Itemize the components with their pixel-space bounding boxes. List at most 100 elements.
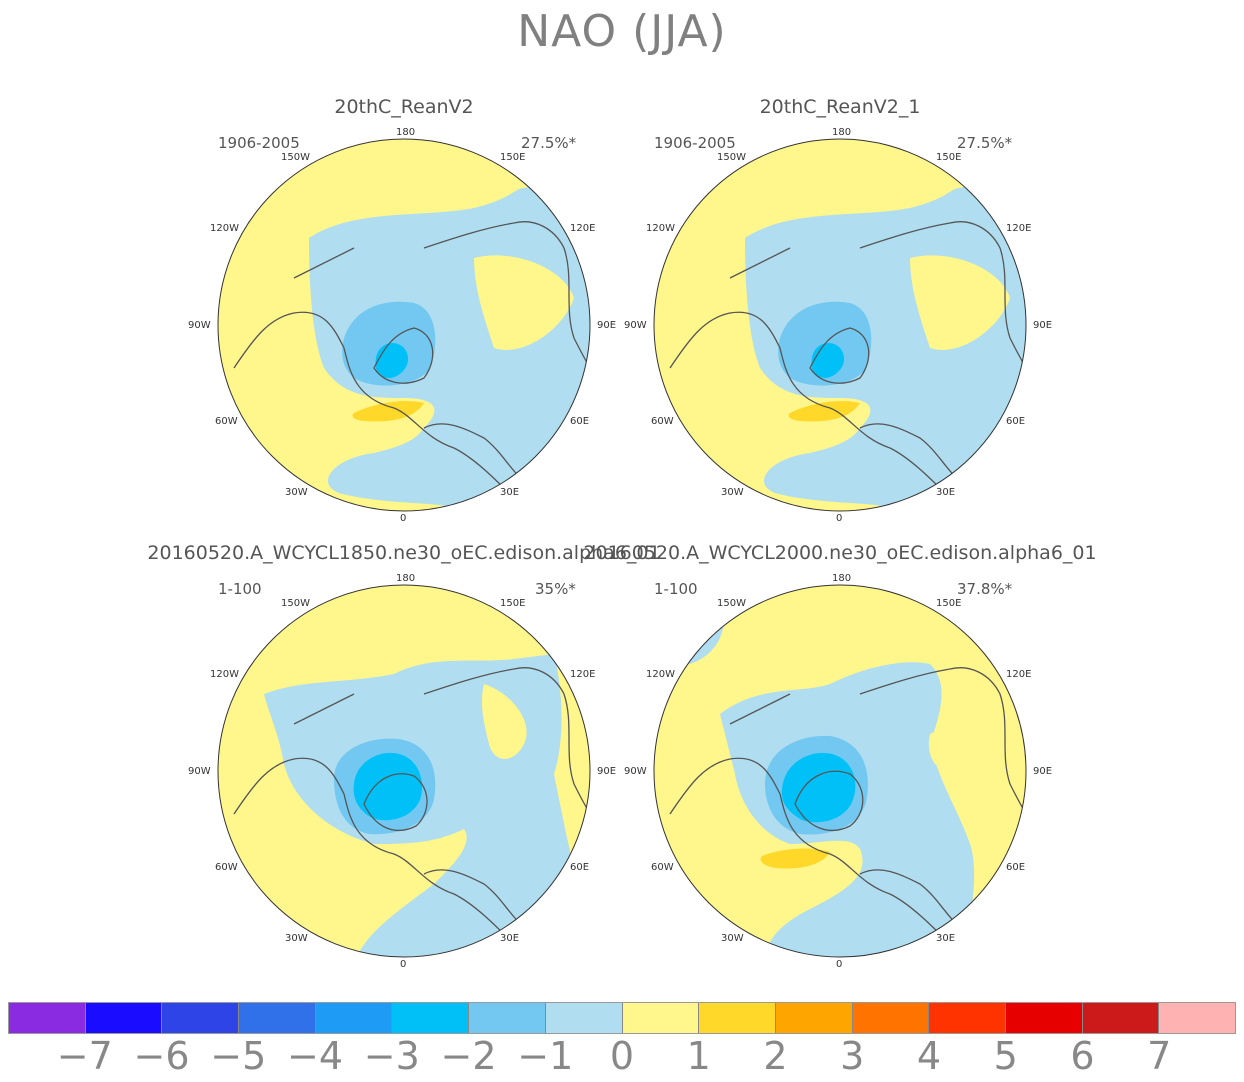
lon-label-60e: 60E xyxy=(1006,416,1026,427)
main-title: NAO (JJA) xyxy=(517,6,727,57)
lon-label-180: 180 xyxy=(396,127,416,138)
lon-label-150w: 150W xyxy=(717,152,746,163)
lon-label-180: 180 xyxy=(832,573,852,584)
panel-title: 20160520.A_WCYCL2000.ne30_oEC.edison.alp… xyxy=(583,542,1097,564)
lon-label-90w: 90W xyxy=(188,320,211,331)
panel-title: 20thC_ReanV2_1 xyxy=(759,96,921,118)
lon-label-0: 0 xyxy=(836,959,843,970)
lon-label-90e: 90E xyxy=(1033,320,1053,331)
lon-label-0: 0 xyxy=(400,959,407,970)
colorbar-swatch xyxy=(1005,1003,1083,1033)
polar-map xyxy=(653,584,1027,958)
colorbar-swatch xyxy=(622,1003,700,1033)
variance-percent: 37.8%* xyxy=(957,580,1013,598)
lon-label-30e: 30E xyxy=(500,933,520,944)
colorbar-label: −4 xyxy=(286,1034,344,1078)
lon-label-30w: 30W xyxy=(721,933,744,944)
colorbar-swatch xyxy=(239,1003,316,1033)
lon-label-30w: 30W xyxy=(285,933,308,944)
lon-label-60w: 60W xyxy=(215,862,238,873)
period-label: 1906-2005 xyxy=(218,134,300,152)
colorbar-swatch xyxy=(775,1003,853,1033)
panel-title: 20thC_ReanV2 xyxy=(334,96,474,118)
lon-label-60w: 60W xyxy=(215,416,238,427)
lon-label-120w: 120W xyxy=(210,223,239,234)
colorbar-swatch xyxy=(469,1003,546,1033)
polar-map xyxy=(217,584,591,958)
map-panel-1: 20thC_ReanV2 1906-2005 27.5%* 180 0 150W… xyxy=(94,96,714,538)
lon-label-120e: 120E xyxy=(570,669,596,680)
lon-label-120e: 120E xyxy=(570,223,596,234)
period-label: 1-100 xyxy=(654,580,698,598)
colorbar-swatch xyxy=(162,1003,240,1033)
contour-pos1 xyxy=(760,848,830,869)
lon-label-90w: 90W xyxy=(624,766,647,777)
colorbar-swatch xyxy=(315,1003,393,1033)
lon-label-30w: 30W xyxy=(285,487,308,498)
lon-label-90e: 90E xyxy=(1033,766,1053,777)
colorbar-swatch xyxy=(929,1003,1006,1033)
colorbar-swatch xyxy=(1082,1003,1160,1033)
variance-percent: 27.5%* xyxy=(957,134,1013,152)
lon-label-120w: 120W xyxy=(646,223,675,234)
colorbar-swatch xyxy=(392,1003,470,1033)
lon-label-120e: 120E xyxy=(1006,223,1032,234)
lon-label-150w: 150W xyxy=(281,152,310,163)
map-panel-3: 20160520.A_WCYCL1850.ne30_oEC.edison.alp… xyxy=(94,542,714,984)
colorbar-swatch xyxy=(1159,1003,1235,1033)
lon-label-30e: 30E xyxy=(936,933,956,944)
polar-map xyxy=(653,138,1027,512)
lon-label-120e: 120E xyxy=(1006,669,1032,680)
colorbar-label: 7 xyxy=(1147,1034,1172,1078)
variance-percent: 27.5%* xyxy=(521,134,577,152)
lon-label-150e: 150E xyxy=(936,152,962,163)
contour-pos1 xyxy=(788,401,860,422)
lon-label-180: 180 xyxy=(832,127,852,138)
lon-label-60e: 60E xyxy=(570,862,590,873)
colorbar-label: 3 xyxy=(840,1034,865,1078)
lon-label-90e: 90E xyxy=(597,320,617,331)
map-panel-4: 20160520.A_WCYCL2000.ne30_oEC.edison.alp… xyxy=(530,542,1150,984)
colorbar-label: −5 xyxy=(210,1034,267,1078)
colorbar-label: −7 xyxy=(56,1034,113,1078)
panel-title: 20160520.A_WCYCL1850.ne30_oEC.edison.alp… xyxy=(147,542,661,564)
lon-label-120w: 120W xyxy=(646,669,675,680)
lon-label-60w: 60W xyxy=(651,416,674,427)
colorbar-swatch xyxy=(9,1003,86,1033)
lon-label-90w: 90W xyxy=(624,320,647,331)
lon-label-0: 0 xyxy=(836,513,843,524)
lon-label-60e: 60E xyxy=(570,416,590,427)
colorbar-label: −2 xyxy=(440,1034,497,1078)
colorbar-label: 1 xyxy=(686,1034,711,1078)
variance-percent: 35%* xyxy=(535,580,576,598)
colorbar-label: 5 xyxy=(993,1034,1018,1078)
lon-label-30e: 30E xyxy=(500,487,520,498)
contour-pos1 xyxy=(352,401,424,422)
colorbar-label: −6 xyxy=(133,1034,190,1078)
lon-label-90e: 90E xyxy=(597,766,617,777)
colorbar xyxy=(8,1002,1236,1034)
lon-label-30w: 30W xyxy=(721,487,744,498)
lon-label-150e: 150E xyxy=(500,152,526,163)
colorbar-label: −1 xyxy=(517,1034,574,1078)
map-panel-2: 20thC_ReanV2_1 1906-2005 27.5%* 180 0 15… xyxy=(530,96,1150,538)
lon-label-90w: 90W xyxy=(188,766,211,777)
colorbar-label: 6 xyxy=(1070,1034,1095,1078)
contour-neg3 xyxy=(781,753,856,823)
colorbar-swatch xyxy=(699,1003,776,1033)
colorbar-swatch xyxy=(852,1003,930,1033)
colorbar-labels: −7 −6 −5 −4 −3 −2 −1 0 1 2 3 4 5 6 7 xyxy=(0,1034,1244,1082)
lon-label-60e: 60E xyxy=(1006,862,1026,873)
colorbar-label: 0 xyxy=(609,1034,635,1078)
colorbar-label: 2 xyxy=(763,1034,788,1078)
lon-label-150w: 150W xyxy=(281,598,310,609)
lon-label-150e: 150E xyxy=(936,598,962,609)
contour-neg3 xyxy=(353,752,423,821)
period-label: 1906-2005 xyxy=(654,134,736,152)
lon-label-180: 180 xyxy=(396,573,416,584)
polar-map xyxy=(217,138,591,512)
lon-label-150w: 150W xyxy=(717,598,746,609)
colorbar-label: −3 xyxy=(363,1034,420,1078)
period-label: 1-100 xyxy=(218,580,262,598)
colorbar-label: 4 xyxy=(916,1034,942,1078)
